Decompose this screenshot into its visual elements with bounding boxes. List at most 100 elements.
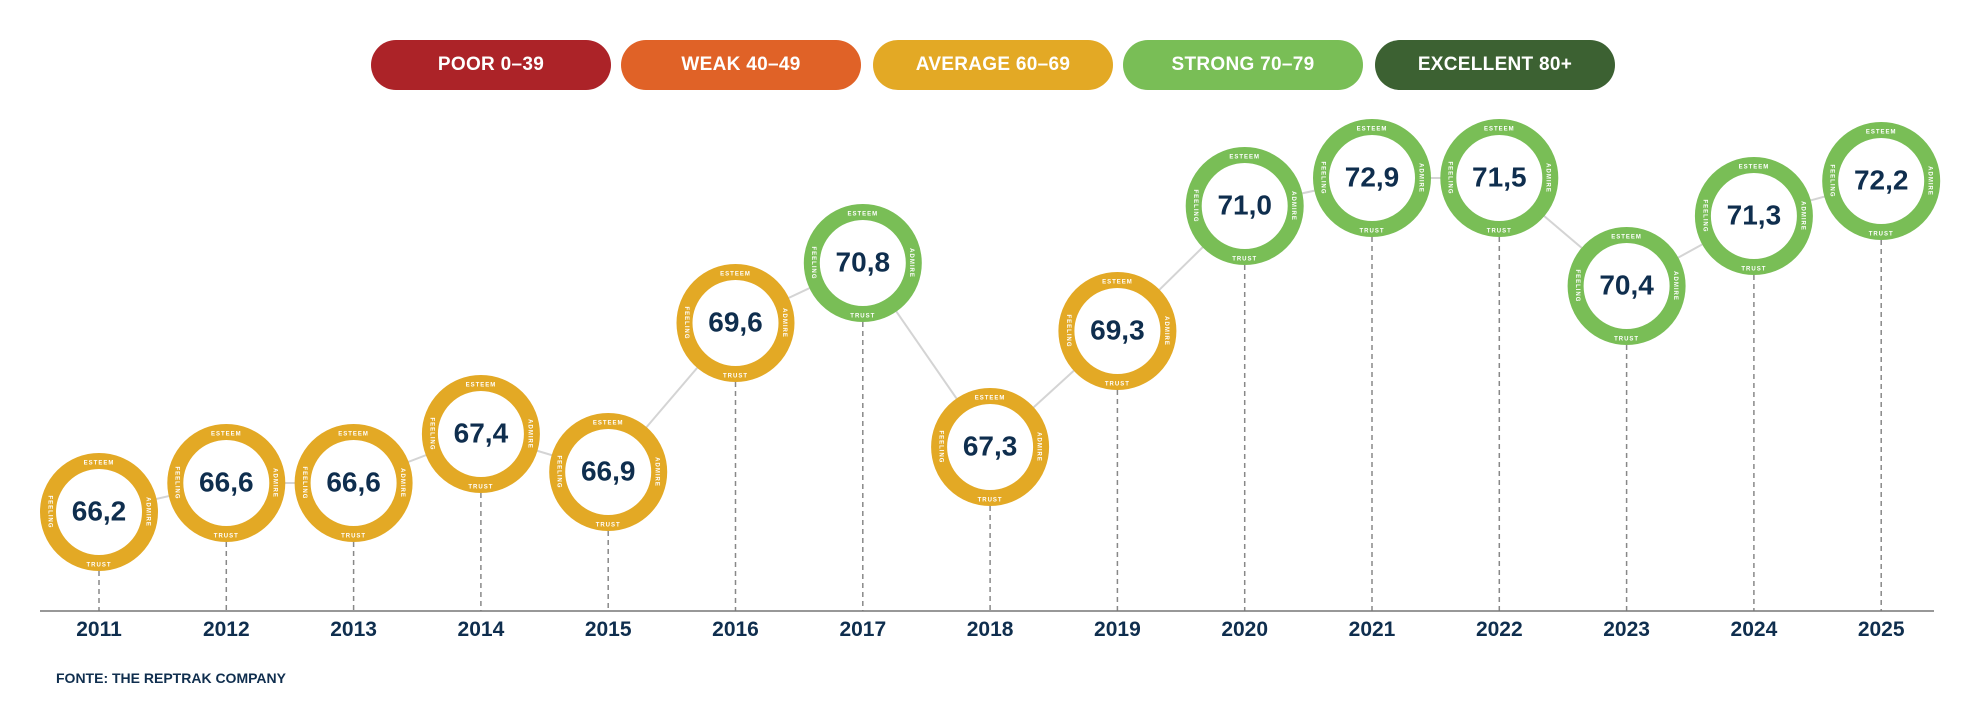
bubble-2012: ESTEEM ADMIRE TRUST FEELING 66,6 [167,424,286,542]
bubble-ring [1822,122,1941,240]
data-label: 72,2 [1854,164,1909,195]
bubble-2024: ESTEEM ADMIRE TRUST FEELING 71,3 [1694,157,1813,275]
ring-label: TRUST [341,534,366,540]
x-tick-label: 2018 [967,618,1014,641]
ring-label: ADMIRE [1927,166,1933,196]
bubble-ring [1058,272,1177,390]
ring-label: FEELING [1574,269,1580,302]
ring-label: TRUST [596,523,621,529]
x-tick-label: 2025 [1858,618,1905,641]
data-label: 66,9 [581,455,636,486]
drop-lines [98,237,1882,611]
data-label: 66,2 [72,495,127,526]
ring-label: ESTEEM [720,272,751,278]
ring-label: ESTEEM [466,383,497,389]
bubble-2019: ESTEEM ADMIRE TRUST FEELING 69,3 [1058,272,1177,390]
data-label: 71,3 [1727,199,1782,230]
bubble-ring [549,413,668,531]
ring-label: TRUST [1869,232,1894,238]
bubble-ring [1185,147,1304,265]
ring-label: ESTEEM [847,212,878,218]
bubble-ring [167,424,286,542]
ring-label: ESTEEM [1484,127,1515,133]
ring-label: ESTEEM [1102,280,1133,286]
data-label: 67,4 [454,417,509,448]
ring-label: ADMIRE [908,248,914,278]
ring-label: ADMIRE [526,419,532,449]
x-tick-label: 2024 [1731,618,1778,641]
ring-label: ESTEEM [338,432,369,438]
ring-label: ESTEEM [1739,165,1770,171]
ring-label: FEELING [1701,199,1707,232]
ring-label: ESTEEM [1866,130,1897,136]
ring-label: FEELING [1829,164,1835,197]
ring-label: ESTEEM [1229,155,1260,161]
x-tick-label: 2017 [839,618,886,641]
x-tick-label: 2011 [76,618,122,641]
bubble-2016: ESTEEM ADMIRE TRUST FEELING 69,6 [676,264,795,382]
ring-label: TRUST [468,485,493,491]
legend-strong: STRONG 70–79 [1123,40,1363,90]
bubble-2020: ESTEEM ADMIRE TRUST FEELING 71,0 [1185,147,1304,265]
ring-label: ADMIRE [1290,191,1296,221]
x-tick-label: 2022 [1476,618,1523,641]
data-label: 67,3 [963,430,1018,461]
source-note: FONTE: THE REPTRAK COMPANY [56,670,286,686]
ring-label: TRUST [1741,267,1766,273]
bubble-ring [40,453,158,571]
ring-label: ADMIRE [654,457,660,487]
data-label: 69,6 [708,306,763,337]
ring-label: ESTEEM [1357,127,1388,133]
ring-label: TRUST [214,534,239,540]
ring-label: FEELING [1192,189,1198,222]
ring-label: FEELING [810,246,816,279]
ring-label: TRUST [1105,382,1130,388]
x-tick-label: 2020 [1221,618,1268,641]
ring-label: ADMIRE [399,468,405,498]
ring-label: FEELING [1447,161,1453,194]
bubble-ring [676,264,795,382]
ring-label: ADMIRE [1036,432,1042,462]
ring-label: FEELING [428,417,434,450]
ring-label: TRUST [87,563,112,569]
ring-label: FEELING [556,455,562,488]
bubble-2021: ESTEEM ADMIRE TRUST FEELING 72,9 [1313,119,1431,237]
x-tick-label: 2014 [458,618,505,641]
bubble-ring [1313,119,1431,237]
data-label: 71,0 [1217,189,1272,220]
ring-label: TRUST [1487,229,1512,235]
legend-poor: POOR 0–39 [371,40,611,90]
ring-label: ADMIRE [1163,316,1169,346]
x-tick-label: 2021 [1349,618,1396,641]
bubble-ring [1567,227,1686,345]
data-label: 70,4 [1599,269,1654,300]
ring-label: ESTEEM [211,432,242,438]
ring-label: ADMIRE [781,308,787,338]
bubble-2017: ESTEEM ADMIRE TRUST FEELING 70,8 [803,204,922,322]
ring-label: ESTEEM [975,396,1006,402]
bubble-ring [803,204,922,322]
ring-label: TRUST [978,498,1003,504]
ring-label: FEELING [938,430,944,463]
bubble-2015: ESTEEM ADMIRE TRUST FEELING 66,9 [549,413,668,531]
data-label: 66,6 [199,466,254,497]
ring-label: ESTEEM [1611,235,1642,241]
bubble-ring [931,388,1050,506]
x-tick-label: 2016 [712,618,759,641]
bubble-ring [294,424,413,542]
bubble-2025: ESTEEM ADMIRE TRUST FEELING 72,2 [1822,122,1941,240]
ring-label: ESTEEM [84,461,115,467]
bubbles: ESTEEM ADMIRE TRUST FEELING 66,2 ESTEEM ADMIRE… [40,119,1941,571]
data-label: 72,9 [1345,161,1400,192]
data-label: 70,8 [836,246,891,277]
ring-label: TRUST [850,314,875,320]
ring-label: TRUST [723,374,748,380]
ring-label: ADMIRE [1672,271,1678,301]
ring-label: FEELING [1319,161,1325,194]
bubble-2014: ESTEEM ADMIRE TRUST FEELING 67,4 [421,375,540,493]
ring-label: FEELING [174,466,180,499]
ring-label: ADMIRE [1545,163,1551,193]
ring-label: TRUST [1360,229,1385,235]
legend: POOR 0–39 WEAK 40–49 AVERAGE 60–69 STRON… [0,40,1974,90]
